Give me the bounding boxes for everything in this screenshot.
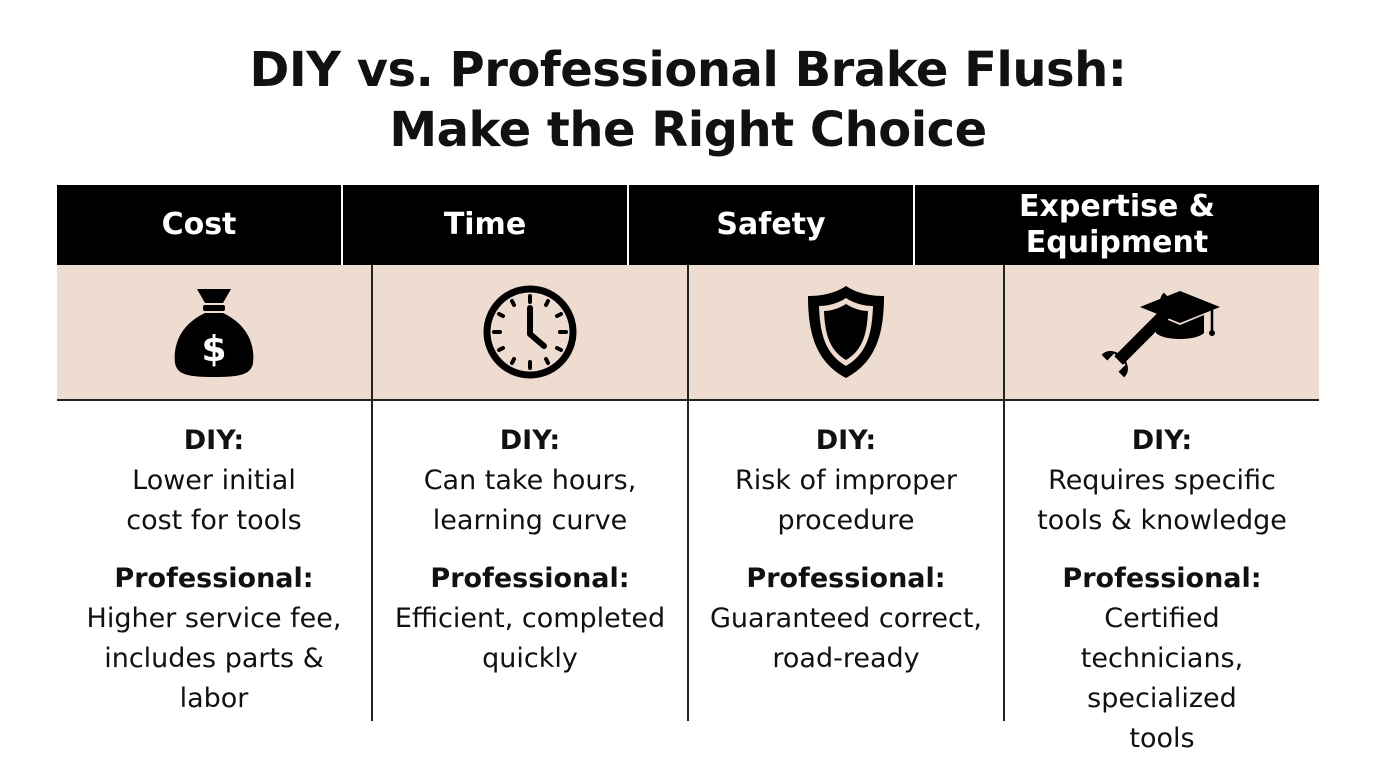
body-cell-expertise: DIY: Requires specific tools & knowledge… xyxy=(1003,401,1319,754)
diy-text: Requires specific tools & knowledge xyxy=(1037,465,1287,536)
page-title: DIY vs. Professional Brake Flush: Make t… xyxy=(0,40,1376,160)
diy-text: Risk of improper procedure xyxy=(735,465,957,536)
pro-label: Professional: xyxy=(114,563,314,594)
diy-label: DIY: xyxy=(1131,425,1193,456)
body-cell-safety: DIY: Risk of improper procedure Professi… xyxy=(687,401,1003,721)
header-cost: Cost xyxy=(161,207,237,242)
icon-cell-expertise xyxy=(1003,265,1319,399)
clock-icon xyxy=(483,285,577,379)
pro-text: Certified technicians, specialized tools xyxy=(1080,603,1244,754)
icon-cell-time xyxy=(371,265,687,399)
diy-label: DIY: xyxy=(499,425,561,456)
svg-text:$: $ xyxy=(201,329,226,370)
diy-label: DIY: xyxy=(183,425,245,456)
diy-text: Can take hours, learning curve xyxy=(423,465,637,536)
header-safety: Safety xyxy=(627,185,913,265)
icon-cell-cost: $ xyxy=(57,265,371,399)
pro-label: Professional: xyxy=(1062,563,1262,594)
money-bag-icon: $ xyxy=(174,288,254,377)
header-row: Cost Time Safety Expertise & Equipment xyxy=(57,185,1319,265)
pro-label: Professional: xyxy=(746,563,946,594)
icon-cell-safety xyxy=(687,265,1003,399)
pro-label: Professional: xyxy=(430,563,630,594)
comparison-table: Cost Time Safety Expertise & Equipment $ xyxy=(57,185,1319,754)
wrench-graduation-cap-icon xyxy=(1102,290,1220,377)
title-line-1: DIY vs. Professional Brake Flush: xyxy=(249,42,1127,98)
pro-text: Guaranteed correct, road-ready xyxy=(710,603,982,674)
body-cell-cost: DIY: Lower initial cost for tools Profes… xyxy=(57,401,371,721)
pro-text: Higher service fee, includes parts & lab… xyxy=(86,603,342,714)
pro-text: Efficient, completed quickly xyxy=(394,603,666,674)
title-line-2: Make the Right Choice xyxy=(389,102,987,158)
body-cell-time: DIY: Can take hours, learning curve Prof… xyxy=(371,401,687,721)
body-row: DIY: Lower initial cost for tools Profes… xyxy=(57,401,1319,754)
icon-row: $ xyxy=(57,265,1319,401)
diy-label: DIY: xyxy=(815,425,877,456)
shield-icon xyxy=(808,286,884,378)
diy-text: Lower initial cost for tools xyxy=(126,465,302,536)
header-expertise: Expertise & Equipment xyxy=(913,185,1319,265)
header-time: Time xyxy=(341,185,627,265)
